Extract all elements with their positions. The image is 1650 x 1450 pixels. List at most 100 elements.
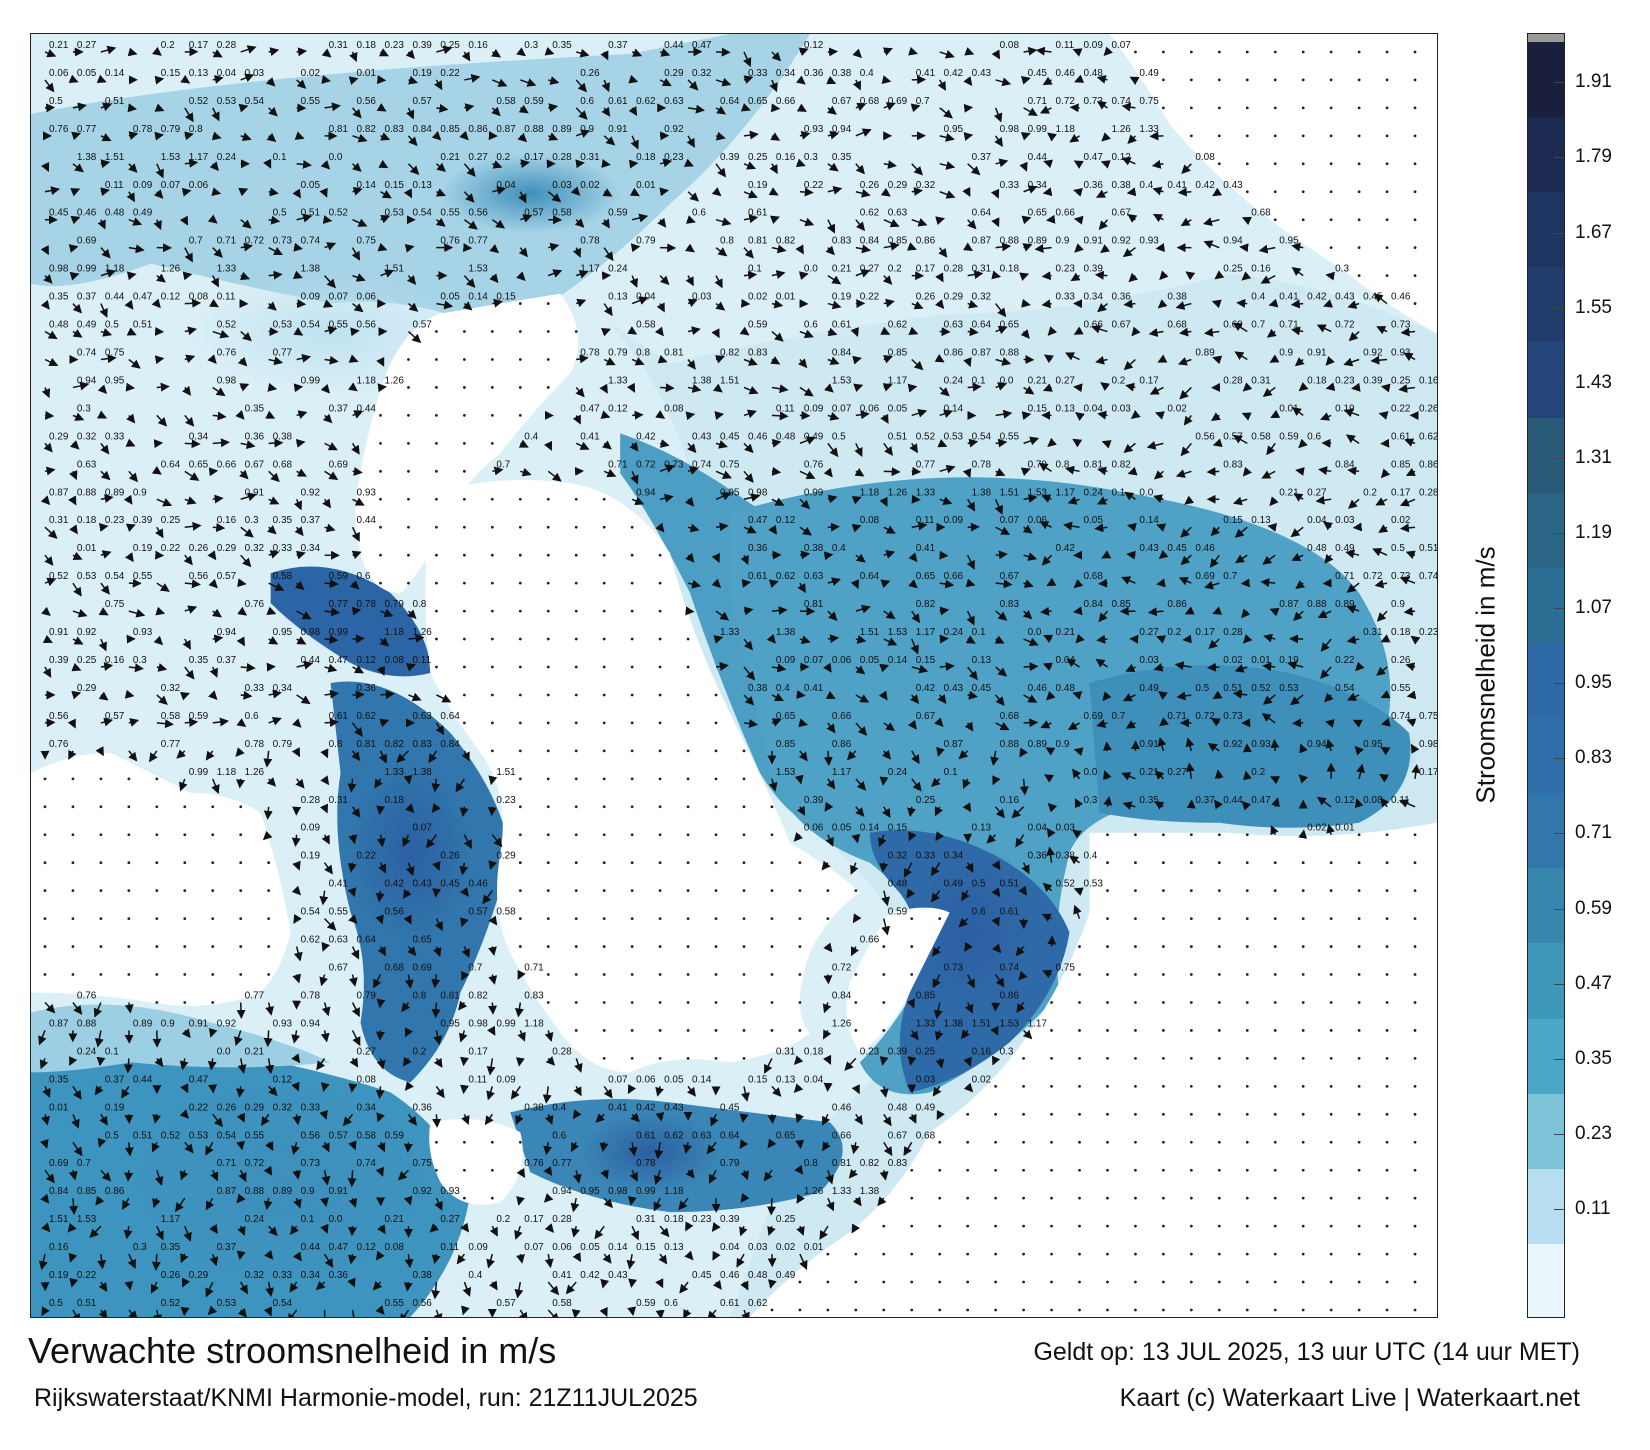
grid-dot	[994, 1252, 998, 1256]
speed-value-label: 0.86	[916, 236, 936, 247]
current-arrow-icon	[1124, 491, 1136, 501]
current-speed-map[interactable]: 0.21 0.27 0.2 0.17 0.28 0.31 0.18 0.23 0.39 0.25 0…	[31, 34, 1437, 1317]
speed-value-label: 0.69	[329, 459, 349, 470]
current-arrow-icon	[431, 131, 442, 141]
speed-value-label: 0.39	[888, 1046, 908, 1057]
speed-value-label: 0.77	[77, 124, 97, 135]
grid-dot	[518, 302, 522, 305]
speed-value-label: 0.29	[888, 180, 908, 191]
speed-value-label: 0.49	[1139, 683, 1159, 694]
grid-dot	[686, 1029, 690, 1032]
speed-value-label: 1.38	[860, 1186, 880, 1197]
current-arrow-icon	[155, 163, 164, 179]
grid-dot	[1106, 945, 1109, 948]
current-arrow-icon	[294, 131, 305, 140]
current-arrow-icon	[1100, 160, 1111, 169]
grid-dot	[770, 805, 774, 809]
current-arrow-icon	[1074, 243, 1084, 253]
current-arrow-icon	[1325, 356, 1335, 366]
grid-dot	[1189, 50, 1193, 54]
speed-value-label: 0.11	[916, 515, 935, 526]
current-arrow-icon	[654, 326, 664, 337]
current-arrow-icon	[1095, 189, 1108, 198]
grid-dot	[1413, 302, 1417, 305]
current-arrow-icon	[882, 275, 893, 285]
speed-value-label: 0.72	[1363, 571, 1383, 582]
current-arrow-icon	[684, 243, 695, 253]
current-arrow-icon	[268, 550, 280, 559]
current-arrow-icon	[547, 470, 562, 482]
grid-dot	[686, 889, 690, 893]
current-arrow-icon	[1263, 633, 1276, 643]
speed-value-label: 0.49	[77, 320, 97, 331]
colorbar-tick-mark	[1554, 758, 1564, 760]
colorbar-tick-label: 1.79	[1575, 146, 1612, 168]
speed-value-label: 0.07	[1111, 40, 1131, 51]
grid-dot	[1357, 1308, 1361, 1312]
current-arrow-icon	[1374, 579, 1388, 589]
speed-value-label: 0.49	[1335, 543, 1355, 554]
current-arrow-icon	[209, 161, 219, 172]
speed-value-label: 0.18	[1000, 264, 1020, 275]
speed-value-label: 0.52	[49, 571, 69, 582]
grid-dot	[1301, 1112, 1305, 1116]
speed-value-label: 0.33	[273, 543, 293, 554]
current-arrow-icon	[322, 215, 333, 224]
current-arrow-icon	[1073, 326, 1084, 335]
grid-dot	[1161, 106, 1165, 110]
grid-dot	[1413, 1084, 1417, 1088]
current-arrow-icon	[687, 191, 700, 202]
current-arrow-icon	[851, 496, 862, 505]
grid-dot	[798, 1001, 802, 1004]
current-arrow-icon	[207, 354, 217, 365]
grid-dot	[1329, 973, 1333, 976]
speed-value-label: 0.89	[1335, 599, 1355, 610]
speed-value-label: 0.66	[944, 571, 964, 582]
current-arrow-icon	[268, 636, 279, 645]
grid-dot	[546, 973, 550, 976]
current-arrow-icon	[627, 1306, 637, 1317]
current-arrow-icon	[1232, 435, 1248, 445]
speed-value-label: 0.55	[301, 96, 321, 107]
grid-dot	[127, 777, 131, 781]
speed-value-label: 0.11	[1391, 795, 1410, 806]
grid-dot	[1273, 162, 1277, 166]
speed-value-label: 0.89	[552, 124, 572, 135]
current-arrow-icon	[687, 442, 697, 454]
speed-value-label: 0.82	[468, 990, 488, 1001]
grid-dot	[379, 553, 382, 557]
speed-value-label: 0.52	[1251, 683, 1271, 694]
current-arrow-icon	[993, 107, 1003, 123]
current-arrow-icon	[1097, 496, 1108, 505]
speed-value-label: 0.04	[217, 68, 237, 79]
grid-dot	[1329, 1029, 1333, 1032]
grid-dot	[714, 805, 718, 809]
current-arrow-icon	[715, 77, 732, 87]
speed-value-label: 0.76	[440, 236, 460, 247]
grid-dot	[1273, 945, 1277, 948]
current-arrow-icon	[687, 466, 699, 475]
current-arrow-icon	[296, 299, 307, 309]
current-arrow-icon	[1073, 188, 1083, 197]
speed-value-label: 0.84	[412, 124, 432, 135]
current-arrow-icon	[880, 413, 889, 424]
speed-value-label: 0.38	[804, 543, 824, 554]
speed-value-label: 0.09	[496, 1074, 516, 1085]
speed-value-label: 0.54	[412, 208, 432, 219]
colorbar-tick-label: 0.35	[1575, 1047, 1612, 1069]
current-arrow-icon	[1069, 133, 1080, 143]
current-arrow-icon	[208, 578, 218, 589]
grid-dot	[1385, 274, 1389, 278]
current-arrow-icon	[125, 438, 136, 447]
current-arrow-icon	[1184, 495, 1195, 505]
grid-dot	[1106, 1224, 1109, 1228]
current-arrow-icon	[1121, 157, 1136, 166]
speed-value-label: 0.85	[888, 236, 908, 247]
map-frame[interactable]: 0.21 0.27 0.2 0.17 0.28 0.31 0.18 0.23 0.39 0.25 0…	[30, 33, 1438, 1318]
speed-value-label: 0.4	[860, 68, 874, 79]
speed-value-label: 0.56	[357, 320, 377, 331]
current-arrow-icon	[321, 75, 331, 84]
current-arrow-icon	[100, 442, 110, 455]
current-arrow-icon	[1378, 524, 1389, 533]
grid-dot	[938, 1280, 942, 1284]
